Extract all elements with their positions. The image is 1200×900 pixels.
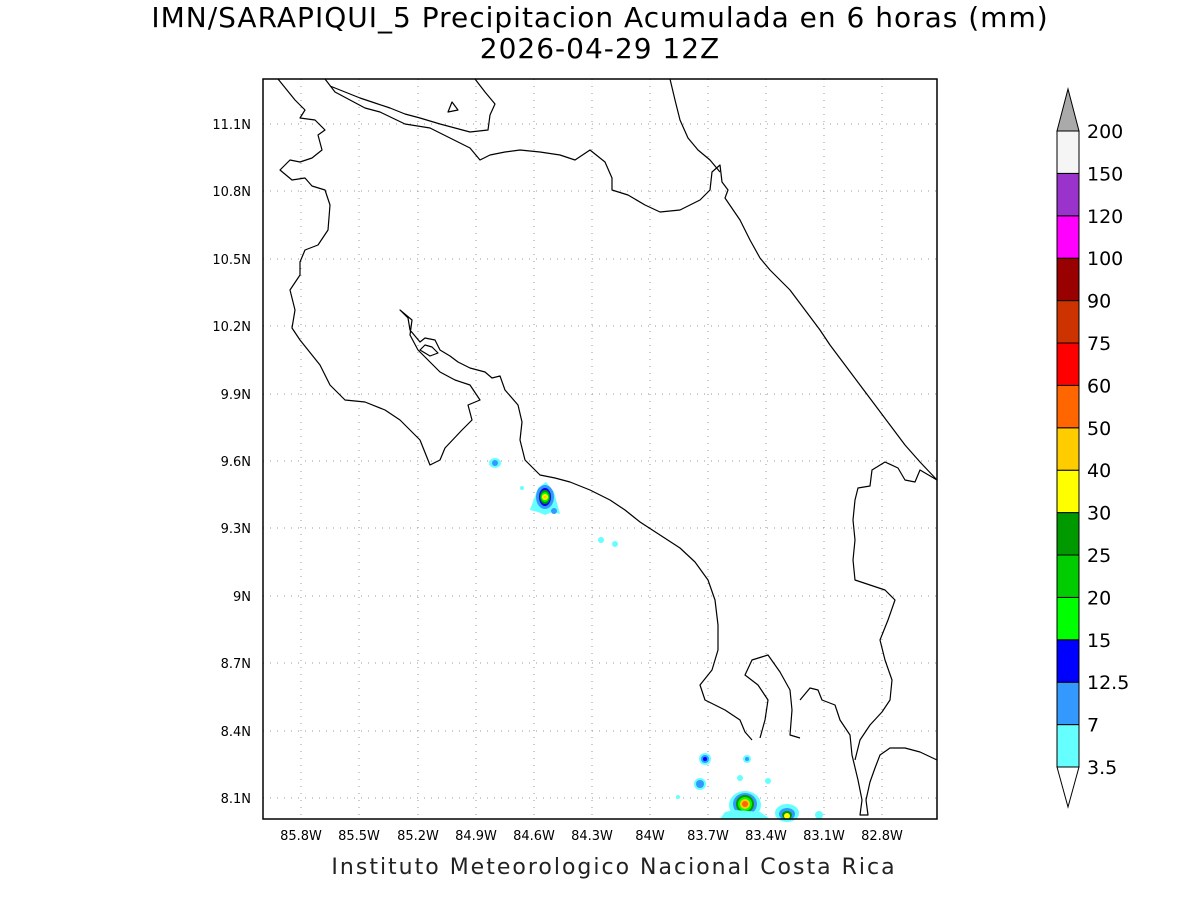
colorbar-label: 90 — [1087, 291, 1111, 313]
y-tick-label: 9.9N — [221, 388, 251, 403]
colorbar-swatch — [1056, 215, 1080, 259]
coastline — [277, 78, 938, 816]
precip-blob-south — [694, 753, 823, 822]
x-tick-label: 85.8W — [280, 829, 322, 844]
colorbar-label: 100 — [1087, 248, 1123, 270]
precip-blob-small — [598, 537, 680, 799]
colorbar-label: 12.5 — [1087, 672, 1129, 694]
x-tick-label: 84.9W — [455, 829, 497, 844]
colorbar-lower-triangle — [1056, 766, 1080, 809]
colorbar-swatch — [1056, 554, 1080, 598]
colorbar-legend: 3.5 7 12.5 15 20 25 30 40 50 60 75 90 100 120 150 200 — [1056, 87, 1129, 809]
y-tick-label: 11.1N — [212, 118, 251, 133]
colorbar-swatch — [1056, 427, 1080, 471]
x-tick-label: 85.5W — [338, 829, 380, 844]
x-tick-label: 84.3W — [571, 829, 613, 844]
colorbar-label: 25 — [1087, 545, 1111, 567]
x-tick-label: 85.2W — [397, 829, 439, 844]
colorbar-label: 150 — [1087, 163, 1123, 185]
colorbar-upper-triangle — [1056, 87, 1080, 132]
colorbar-swatch — [1056, 724, 1080, 768]
y-tick-label: 10.5N — [212, 253, 251, 268]
colorbar-swatch — [1056, 384, 1080, 429]
colorbar-label: 50 — [1087, 418, 1111, 440]
y-tick-label: 9.3N — [221, 522, 251, 537]
y-tick-label: 9.6N — [221, 455, 251, 470]
colorbar-label: 7 — [1087, 715, 1099, 737]
y-axis-ticks: 11.1N 10.8N 10.5N 10.2N 9.9N 9.6N 9.3N 9… — [212, 118, 251, 807]
map-background — [263, 79, 937, 819]
y-tick-label: 10.8N — [212, 185, 251, 200]
x-tick-label: 83.1W — [803, 829, 845, 844]
y-tick-label: 10.2N — [212, 320, 251, 335]
y-tick-label: 8.4N — [221, 725, 251, 740]
x-tick-label: 83.7W — [687, 829, 729, 844]
colorbar-label: 75 — [1087, 333, 1111, 355]
colorbar-swatch — [1056, 596, 1080, 641]
precipitation-field — [489, 458, 823, 822]
x-tick-label: 84W — [635, 829, 665, 844]
y-tick-label: 8.7N — [221, 657, 251, 672]
colorbar-label: 60 — [1087, 375, 1111, 397]
colorbar-swatch — [1056, 681, 1080, 726]
map-frame — [262, 78, 938, 820]
y-tick-label: 9N — [233, 590, 251, 605]
colorbar-label: 30 — [1087, 503, 1111, 525]
map-subtitle-date: 2026-04-29 12Z — [479, 32, 721, 65]
precip-blob-north — [489, 458, 501, 468]
x-tick-label: 84.6W — [513, 829, 555, 844]
precip-blob-central — [520, 482, 560, 515]
colorbar-swatch — [1056, 512, 1080, 556]
colorbar-swatch — [1056, 172, 1080, 217]
colorbar-swatch — [1056, 469, 1080, 514]
colorbar-label: 120 — [1087, 206, 1123, 228]
footer-credit: Instituto Meteorologico Nacional Costa R… — [331, 855, 897, 880]
colorbar-swatch — [1056, 257, 1080, 302]
colorbar-swatch — [1056, 342, 1080, 386]
y-tick-label: 8.1N — [221, 792, 251, 807]
colorbar-label: 3.5 — [1087, 757, 1117, 779]
colorbar-label: 15 — [1087, 630, 1111, 652]
grid-lines — [263, 79, 937, 819]
colorbar-label: 20 — [1087, 587, 1111, 609]
colorbar-swatch — [1056, 130, 1080, 174]
x-axis-ticks: 85.8W 85.5W 85.2W 84.9W 84.6W 84.3W 84W … — [280, 829, 903, 844]
map-title: IMN/SARAPIQUI_5 Precipitacion Acumulada … — [151, 1, 1049, 34]
x-tick-label: 83.4W — [745, 829, 787, 844]
colorbar-swatch — [1056, 639, 1080, 683]
colorbar-swatch — [1056, 300, 1080, 344]
x-tick-label: 82.8W — [861, 829, 903, 844]
colorbar-label: 40 — [1087, 460, 1111, 482]
colorbar-label: 200 — [1087, 121, 1123, 143]
